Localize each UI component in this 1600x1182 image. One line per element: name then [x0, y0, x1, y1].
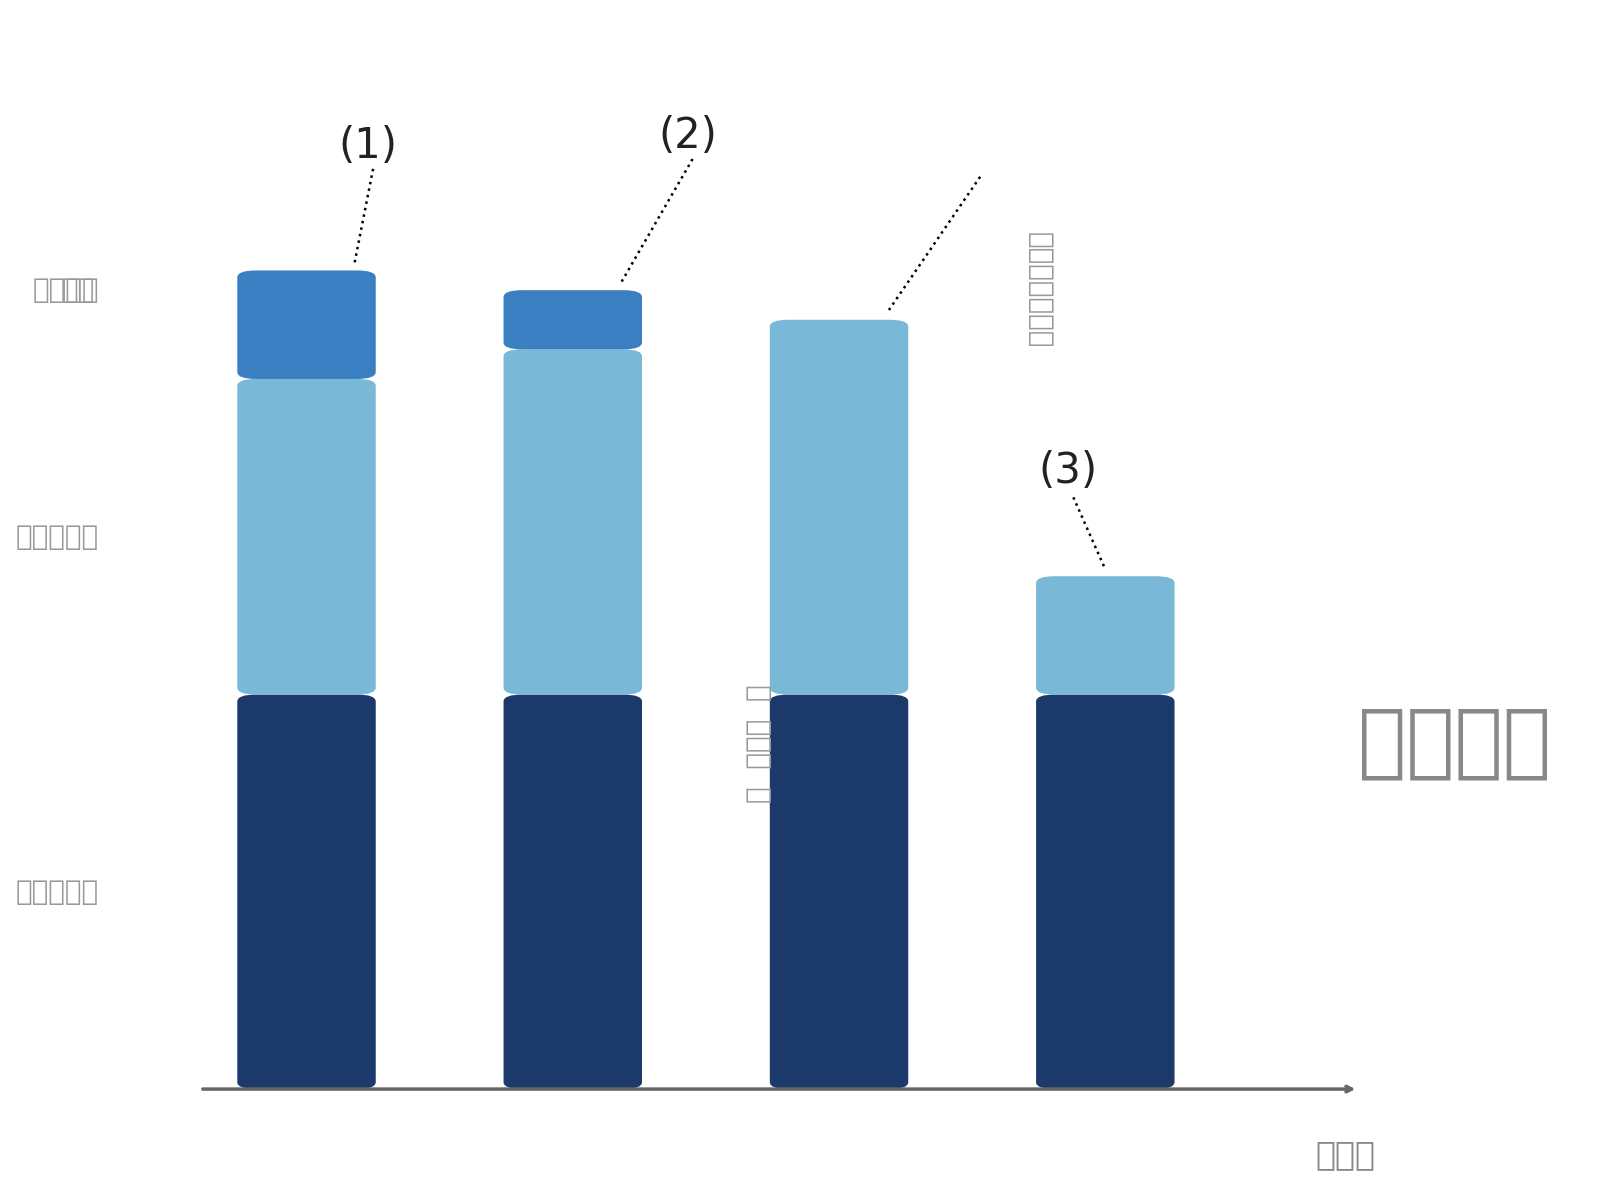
FancyBboxPatch shape [504, 695, 642, 1089]
Text: (3): (3) [1038, 450, 1098, 493]
FancyBboxPatch shape [237, 271, 376, 379]
Text: 築年数: 築年数 [1315, 1138, 1374, 1171]
Text: (1): (1) [339, 125, 397, 167]
FancyBboxPatch shape [237, 695, 376, 1089]
Text: 建物の価格: 建物の価格 [16, 522, 99, 551]
Text: 購入時の: 購入時の [32, 277, 99, 304]
FancyBboxPatch shape [770, 695, 909, 1089]
FancyBboxPatch shape [504, 350, 642, 695]
FancyBboxPatch shape [1037, 695, 1174, 1089]
FancyBboxPatch shape [770, 320, 909, 695]
FancyBboxPatch shape [504, 291, 642, 350]
FancyBboxPatch shape [1037, 576, 1174, 695]
Text: 取得費用: 取得費用 [1358, 704, 1552, 782]
Text: 土地の価格: 土地の価格 [16, 878, 99, 905]
Text: 経費: 経費 [61, 277, 94, 304]
FancyBboxPatch shape [237, 379, 376, 695]
Text: 〜  数年後  〜: 〜 数年後 〜 [746, 684, 773, 804]
Text: 減価償却の対象: 減価償却の対象 [1026, 232, 1053, 349]
Text: (2): (2) [658, 115, 717, 157]
